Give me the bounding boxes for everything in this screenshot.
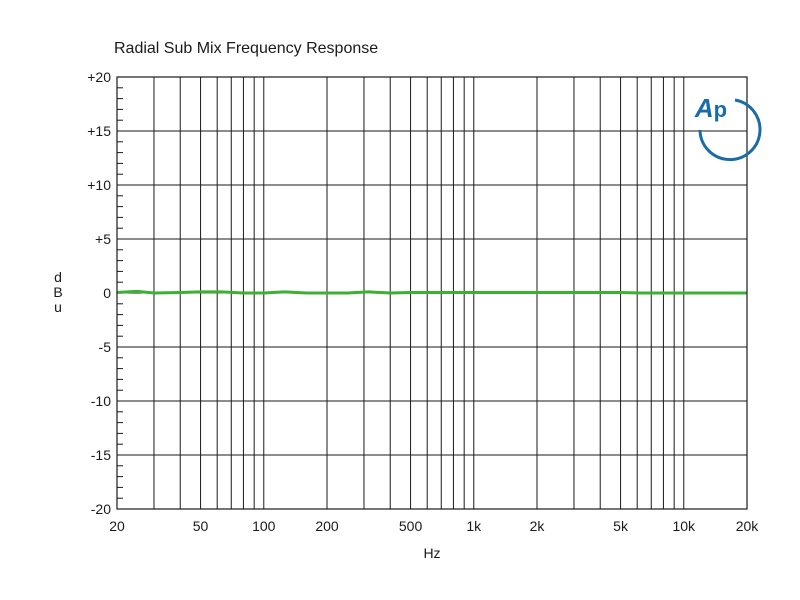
x-tick-label: 10k [672, 518, 696, 534]
x-tick-label: 5k [613, 518, 629, 534]
x-tick-label: 1k [466, 518, 482, 534]
x-tick-label: 2k [530, 518, 546, 534]
x-tick-label: 20 [109, 518, 125, 534]
ap-logo: Ap [694, 93, 762, 162]
x-tick-label: 200 [315, 518, 339, 534]
y-tick-label: -5 [99, 339, 112, 355]
y-tick-label: +15 [87, 123, 111, 139]
x-tick-label: 50 [193, 518, 209, 534]
y-tick-label: +20 [87, 69, 111, 85]
y-tick-label: -10 [91, 393, 111, 409]
y-tick-label: +10 [87, 177, 111, 193]
y-tick-label: +5 [95, 231, 111, 247]
x-tick-label: 100 [252, 518, 276, 534]
x-tick-label: 500 [399, 518, 423, 534]
chart-title: Radial Sub Mix Frequency Response [114, 40, 378, 57]
minor-gridlines [117, 87, 123, 499]
series-layer [116, 289, 747, 295]
ap-logo-text: Ap [694, 93, 727, 123]
y-axis-ticks: +20 +15 +10 +5 0 -5 -10 -15 -20 [87, 69, 111, 517]
x-tick-label: 20k [736, 518, 760, 534]
y-tick-label: 0 [103, 285, 111, 301]
series-line [116, 289, 747, 295]
x-axis-label: Hz [423, 545, 440, 561]
y-tick-label: -20 [91, 501, 111, 517]
plot-frame [116, 76, 748, 510]
x-axis-ticks: 20 50 100 200 500 1k 2k 5k 10k 20k [109, 518, 759, 534]
y-tick-label: -15 [91, 447, 111, 463]
ap-logo-swoosh [698, 98, 762, 162]
